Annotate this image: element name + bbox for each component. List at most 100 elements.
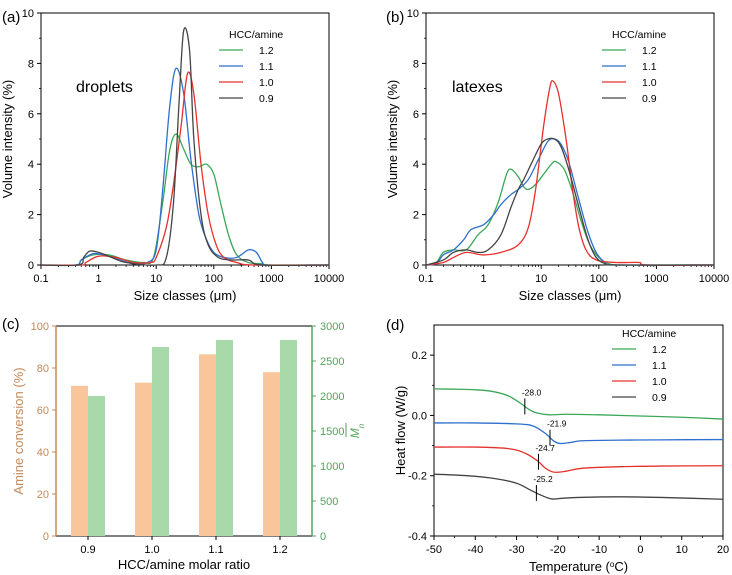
legend-label-0-9: 0.9 <box>642 93 657 105</box>
x-tick-label: 1 <box>96 273 102 285</box>
y-tick-label: 10 <box>22 8 34 20</box>
y-left-tick-label: 60 <box>37 405 49 417</box>
legend-label-1-2: 1.2 <box>642 45 657 57</box>
y-right-tick-label: 3000 <box>320 321 344 333</box>
x-tick-label: 10 <box>676 544 688 556</box>
y-left-tick-label: 80 <box>37 363 49 375</box>
y-right-axis-label: Mn <box>348 423 366 438</box>
y-axis-label: Volume intensity (%) <box>0 80 15 199</box>
y-tick-label: -0.2 <box>408 471 427 483</box>
y-left-tick-label: 100 <box>31 321 49 333</box>
y-tick-label: 8 <box>413 58 419 70</box>
y-tick-label: 6 <box>413 109 419 121</box>
series-line-0-9 <box>425 137 715 266</box>
plot-frame <box>40 12 330 266</box>
series-line-0-9 <box>433 473 724 500</box>
plot-frame <box>425 12 715 266</box>
panel-c: 0.9 1.0 1.1 1.20204060801000500100015002000… <box>2 316 366 572</box>
y-tick-label: 2 <box>28 210 34 222</box>
x-tick-label: -50 <box>426 544 442 556</box>
x-tick-label: -40 <box>467 544 483 556</box>
bar-mn <box>88 396 105 536</box>
plot-frame <box>433 324 724 537</box>
y-tick-label: 0 <box>28 260 34 272</box>
legend-label-0-9: 0.9 <box>652 392 667 404</box>
series-line-0-9 <box>40 27 330 267</box>
x-tick-label: 20 <box>717 544 729 556</box>
tg-annotation: -25.2 <box>533 474 553 484</box>
x-axis-label: HCC/amine molar ratio <box>118 557 250 572</box>
series-line-1-2 <box>433 388 724 420</box>
x-tick-label: 10 <box>150 273 162 285</box>
x-tick-label: -20 <box>550 544 566 556</box>
x-axis-label: Size classes (μm) <box>134 288 237 303</box>
legend-label-0-9: 0.9 <box>259 93 274 105</box>
panel-label: (b) <box>386 9 404 26</box>
y-axis-label: Heat flow (W/g) <box>393 386 408 476</box>
y-left-tick-label: 40 <box>37 447 49 459</box>
y-tick-label: 2 <box>413 210 419 222</box>
panel-label: (a) <box>2 9 20 26</box>
y-right-tick-label: 1500 <box>320 426 344 438</box>
series-line-1-2 <box>425 160 715 266</box>
x-axis-label-sup: o <box>610 560 615 569</box>
y-right-axis-label-sub: n <box>357 423 366 428</box>
legend-label-1-0: 1.0 <box>259 77 274 89</box>
y-left-tick-label: 20 <box>37 489 49 501</box>
y-right-tick-label: 0 <box>320 531 326 543</box>
y-tick-label: 0.2 <box>412 350 427 362</box>
series-line-1-0 <box>433 446 724 473</box>
bar-amine-conversion <box>199 354 216 536</box>
y-right-tick-label: 2000 <box>320 391 344 403</box>
x-tick-label: -30 <box>509 544 525 556</box>
x-tick-label: 0.9 <box>80 544 95 556</box>
x-tick-label: 100 <box>205 273 223 285</box>
legend-title: HCC/amine <box>622 328 676 340</box>
series-line-1-0 <box>425 80 715 266</box>
y-right-tick-label: 500 <box>320 496 338 508</box>
series-line-1-1 <box>40 67 330 267</box>
bar-amine-conversion <box>135 382 152 536</box>
x-tick-label: 1 <box>481 273 487 285</box>
y-tick-label: 4 <box>28 159 34 171</box>
panel-b: 0.1 1 10 100 1000 10000 0 2 4 6 8 10 Size classes (μ… <box>385 8 729 303</box>
bar-mn <box>216 340 233 536</box>
x-tick-label: 1.0 <box>144 544 159 556</box>
legend-label-1-1: 1.1 <box>652 360 667 372</box>
legend-title: HCC/amine <box>612 29 666 41</box>
legend-label-1-0: 1.0 <box>652 376 667 388</box>
y-right-tick-label: 1000 <box>320 461 344 473</box>
y-tick-label: 0.0 <box>412 410 427 422</box>
y-right-tick-label: 2500 <box>320 356 344 368</box>
x-tick-label: 10 <box>535 273 547 285</box>
x-tick-label: 1000 <box>259 273 283 285</box>
x-tick-label: 1.1 <box>208 544 223 556</box>
x-tick-label: 0.1 <box>33 273 48 285</box>
x-tick-label: 0.1 <box>418 273 433 285</box>
legend-label-1-2: 1.2 <box>259 45 274 57</box>
y-left-axis-label: Amine conversion (%) <box>11 367 26 494</box>
tg-annotation: -21.9 <box>547 419 567 429</box>
series-line-1-0 <box>40 71 330 266</box>
bar-amine-conversion <box>263 372 280 536</box>
panel-annotation: latexes <box>452 79 503 96</box>
legend-title: HCC/amine <box>229 29 283 41</box>
y-tick-label: 0 <box>413 260 419 272</box>
y-axis-label: Volume intensity (%) <box>385 80 400 199</box>
bar-amine-conversion <box>71 385 88 536</box>
x-tick-label: 1000 <box>644 273 668 285</box>
x-tick-label: 0 <box>637 544 643 556</box>
x-tick-label: 10000 <box>314 273 345 285</box>
bar-mn <box>280 340 297 536</box>
legend-label-1-0: 1.0 <box>642 77 657 89</box>
x-tick-label: 10000 <box>699 273 730 285</box>
x-axis-label: Size classes (μm) <box>519 288 622 303</box>
x-axis-label-tail: C) <box>614 559 628 574</box>
panel-annotation: droplets <box>76 79 133 96</box>
bar-mn <box>152 347 169 536</box>
y-tick-label: 8 <box>28 58 34 70</box>
series-line-1-1 <box>425 138 715 266</box>
y-left-tick-label: 0 <box>43 531 49 543</box>
x-tick-label: -10 <box>591 544 607 556</box>
